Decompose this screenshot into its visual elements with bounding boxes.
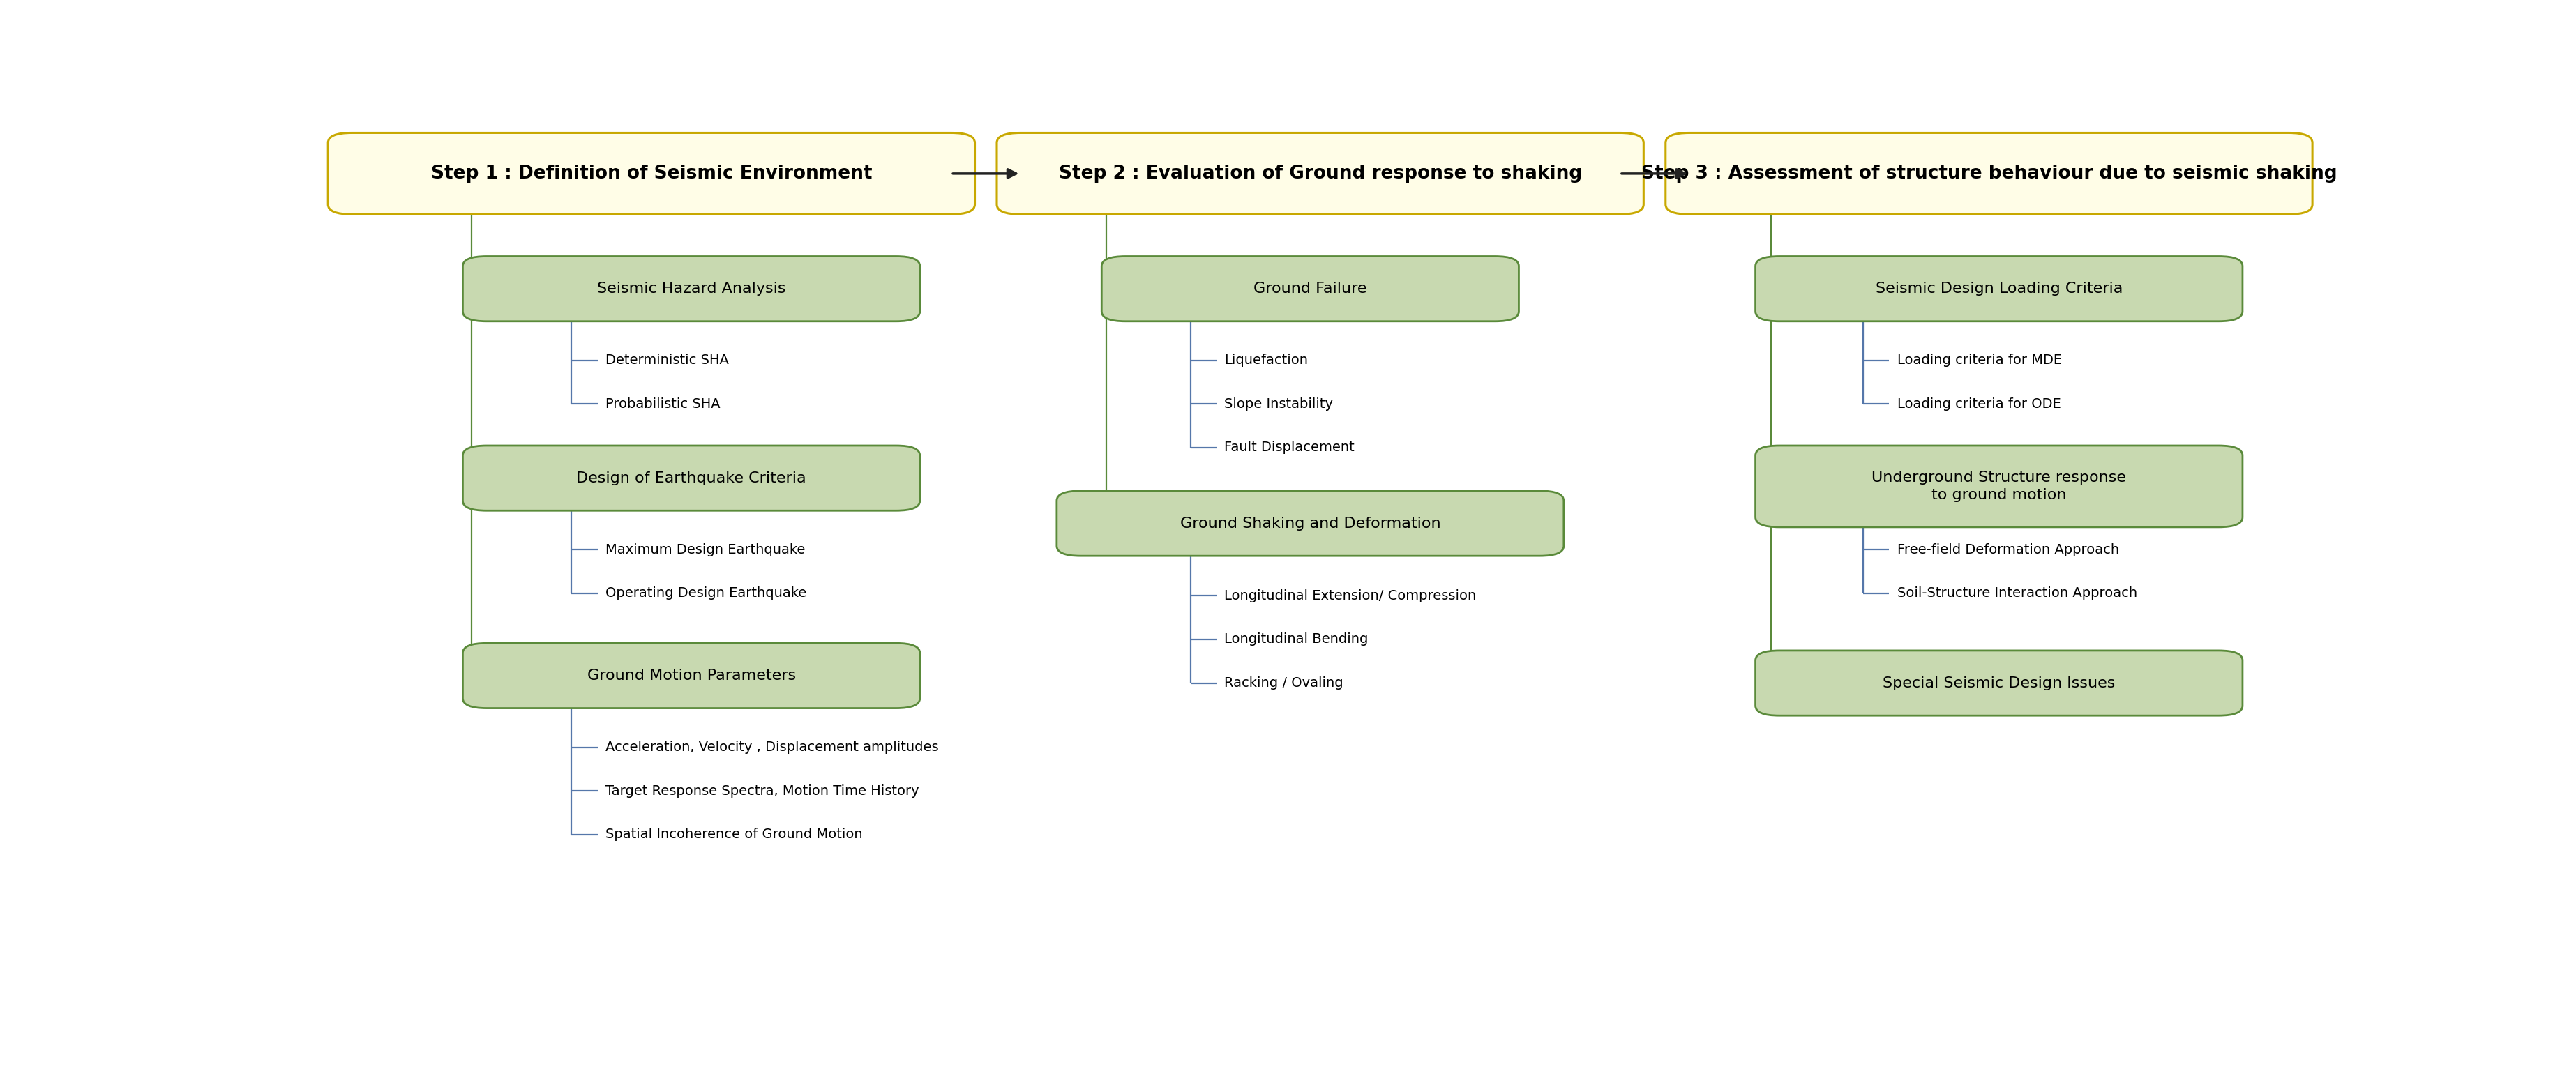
FancyBboxPatch shape (997, 133, 1643, 214)
FancyBboxPatch shape (1667, 133, 2313, 214)
FancyBboxPatch shape (464, 257, 920, 322)
Text: Seismic Hazard Analysis: Seismic Hazard Analysis (598, 282, 786, 296)
Text: Step 1 : Definition of Seismic Environment: Step 1 : Definition of Seismic Environme… (430, 165, 873, 183)
Text: Longitudinal Bending: Longitudinal Bending (1224, 633, 1368, 646)
Text: Ground Motion Parameters: Ground Motion Parameters (587, 669, 796, 683)
Text: Slope Instability: Slope Instability (1224, 398, 1334, 410)
FancyBboxPatch shape (1754, 651, 2244, 715)
FancyBboxPatch shape (1754, 446, 2244, 527)
Text: Maximum Design Earthquake: Maximum Design Earthquake (605, 543, 806, 556)
Text: Longitudinal Extension/ Compression: Longitudinal Extension/ Compression (1224, 589, 1476, 603)
Text: Loading criteria for MDE: Loading criteria for MDE (1896, 354, 2061, 367)
FancyBboxPatch shape (464, 446, 920, 511)
Text: Loading criteria for ODE: Loading criteria for ODE (1896, 398, 2061, 410)
Text: Racking / Ovaling: Racking / Ovaling (1224, 677, 1345, 690)
Text: Ground Failure: Ground Failure (1255, 282, 1368, 296)
Text: Spatial Incoherence of Ground Motion: Spatial Incoherence of Ground Motion (605, 827, 863, 841)
FancyBboxPatch shape (1056, 491, 1564, 556)
Text: Step 2 : Evaluation of Ground response to shaking: Step 2 : Evaluation of Ground response t… (1059, 165, 1582, 183)
Text: Step 3 : Assessment of structure behaviour due to seismic shaking: Step 3 : Assessment of structure behavio… (1641, 165, 2336, 183)
Text: Target Response Spectra, Motion Time History: Target Response Spectra, Motion Time His… (605, 785, 920, 797)
Text: Soil-Structure Interaction Approach: Soil-Structure Interaction Approach (1896, 587, 2138, 600)
Text: Special Seismic Design Issues: Special Seismic Design Issues (1883, 676, 2115, 691)
Text: Acceleration, Velocity , Displacement amplitudes: Acceleration, Velocity , Displacement am… (605, 741, 938, 754)
Text: Seismic Design Loading Criteria: Seismic Design Loading Criteria (1875, 282, 2123, 296)
FancyBboxPatch shape (1103, 257, 1520, 322)
Text: Liquefaction: Liquefaction (1224, 354, 1309, 367)
Text: Probabilistic SHA: Probabilistic SHA (605, 398, 721, 410)
Text: Free-field Deformation Approach: Free-field Deformation Approach (1896, 543, 2120, 556)
Text: Ground Shaking and Deformation: Ground Shaking and Deformation (1180, 516, 1440, 530)
FancyBboxPatch shape (464, 644, 920, 708)
Text: Fault Displacement: Fault Displacement (1224, 441, 1355, 454)
Text: Operating Design Earthquake: Operating Design Earthquake (605, 587, 806, 600)
Text: Underground Structure response
to ground motion: Underground Structure response to ground… (1873, 470, 2125, 502)
Text: Deterministic SHA: Deterministic SHA (605, 354, 729, 367)
FancyBboxPatch shape (327, 133, 974, 214)
Text: Design of Earthquake Criteria: Design of Earthquake Criteria (577, 471, 806, 485)
FancyBboxPatch shape (1754, 257, 2244, 322)
